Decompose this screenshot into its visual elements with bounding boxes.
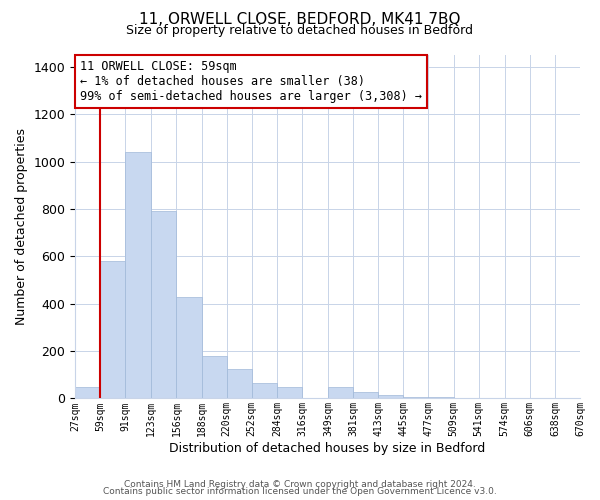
Bar [227,369,252,398]
Bar [176,296,202,398]
Bar [125,152,151,398]
Y-axis label: Number of detached properties: Number of detached properties [15,128,28,325]
Text: Contains HM Land Registry data © Crown copyright and database right 2024.: Contains HM Land Registry data © Crown c… [124,480,476,489]
Bar [75,386,100,398]
Bar [252,383,277,398]
Text: Contains public sector information licensed under the Open Government Licence v3: Contains public sector information licen… [103,487,497,496]
X-axis label: Distribution of detached houses by size in Bedford: Distribution of detached houses by size … [169,442,486,455]
Bar [403,397,428,398]
Text: Size of property relative to detached houses in Bedford: Size of property relative to detached ho… [127,24,473,37]
Bar [328,386,353,398]
Text: 11 ORWELL CLOSE: 59sqm
← 1% of detached houses are smaller (38)
99% of semi-deta: 11 ORWELL CLOSE: 59sqm ← 1% of detached … [80,60,422,103]
Text: 11, ORWELL CLOSE, BEDFORD, MK41 7BQ: 11, ORWELL CLOSE, BEDFORD, MK41 7BQ [139,12,461,28]
Bar [378,395,403,398]
Bar [100,261,125,398]
Bar [202,356,227,399]
Bar [151,212,176,398]
Bar [428,397,454,398]
Bar [277,386,302,398]
Bar [353,392,378,398]
